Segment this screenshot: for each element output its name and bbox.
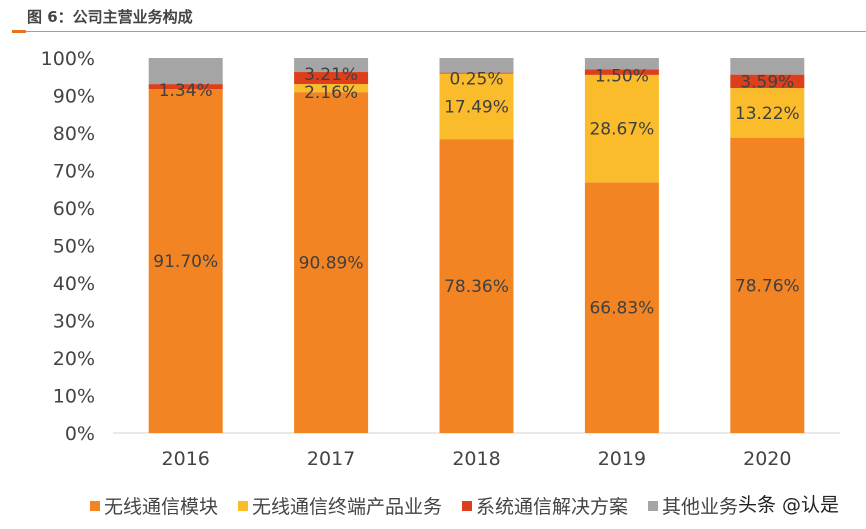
bar-segment xyxy=(148,89,223,433)
title-rule xyxy=(12,31,866,32)
legend-item: 其他业务 xyxy=(648,492,738,519)
y-tick-label: 70% xyxy=(53,161,95,183)
x-tick-label: 2017 xyxy=(307,448,355,470)
data-label: 90.89% xyxy=(299,254,364,274)
figure-title: 图 6：公司主营业务构成 xyxy=(27,8,193,26)
legend: 无线通信模块 无线通信终端产品业务 系统通信解决方案 其他业务 xyxy=(90,492,738,519)
bar-segment xyxy=(730,137,805,433)
bar-segment xyxy=(439,58,514,73)
data-label: 1.34% xyxy=(159,81,213,101)
legend-label: 系统通信解决方案 xyxy=(476,496,629,518)
data-label: 78.76% xyxy=(735,276,800,296)
x-tick-label: 2016 xyxy=(162,448,210,470)
legend-item: 系统通信解决方案 xyxy=(462,492,628,519)
legend-swatch xyxy=(238,500,249,511)
data-label: 17.49% xyxy=(444,97,509,117)
y-tick-label: 100% xyxy=(41,48,95,70)
bar-segment xyxy=(294,72,369,85)
bar-segment xyxy=(439,72,514,74)
x-tick-label: 2019 xyxy=(598,448,646,470)
y-tick-label: 40% xyxy=(53,273,95,295)
y-tick-label: 90% xyxy=(53,86,95,108)
data-label: 1.50% xyxy=(595,66,649,86)
bar-segment xyxy=(584,182,659,433)
bar-segment xyxy=(148,58,223,85)
data-label: 2.16% xyxy=(304,83,358,103)
legend-label: 无线通信模块 xyxy=(104,496,219,518)
legend-item: 无线通信终端产品业务 xyxy=(238,492,442,519)
bar-segment xyxy=(439,73,514,140)
bar-segment xyxy=(294,84,369,93)
data-label: 0.25% xyxy=(449,70,503,90)
legend-swatch xyxy=(648,500,659,511)
bar-segment xyxy=(584,69,659,75)
data-label: 78.36% xyxy=(444,277,509,297)
data-label: 91.70% xyxy=(153,252,218,272)
y-tick-label: 0% xyxy=(65,423,95,445)
data-label: 66.83% xyxy=(589,299,654,319)
y-tick-label: 20% xyxy=(53,348,95,370)
legend-label: 无线通信终端产品业务 xyxy=(252,496,443,518)
x-tick-label: 2018 xyxy=(452,448,500,470)
bar-segment xyxy=(294,58,369,73)
bar-segment xyxy=(584,58,659,70)
x-tick-label: 2020 xyxy=(743,448,791,470)
title-accent xyxy=(12,30,26,33)
bar-segment xyxy=(584,74,659,183)
y-tick-label: 80% xyxy=(53,123,95,145)
bar-segment xyxy=(730,58,805,75)
legend-label: 其他业务 xyxy=(662,496,739,518)
legend-swatch xyxy=(462,500,473,511)
data-label: 3.59% xyxy=(740,72,794,92)
bar-segment xyxy=(439,139,514,433)
watermark: 头条 @认是 xyxy=(738,494,840,516)
y-tick-label: 30% xyxy=(53,311,95,333)
bar-segment xyxy=(730,88,805,138)
y-tick-label: 60% xyxy=(53,198,95,220)
data-label: 28.67% xyxy=(589,120,654,140)
legend-swatch xyxy=(90,500,100,511)
bar-segment xyxy=(294,92,369,433)
legend-item: 无线通信模块 xyxy=(90,492,218,519)
y-tick-label: 10% xyxy=(53,386,95,408)
data-label: 13.22% xyxy=(735,104,800,124)
bar-segment xyxy=(148,84,223,90)
y-tick-label: 50% xyxy=(53,236,95,258)
bar-segment xyxy=(730,74,805,89)
data-label: 3.21% xyxy=(304,65,358,85)
